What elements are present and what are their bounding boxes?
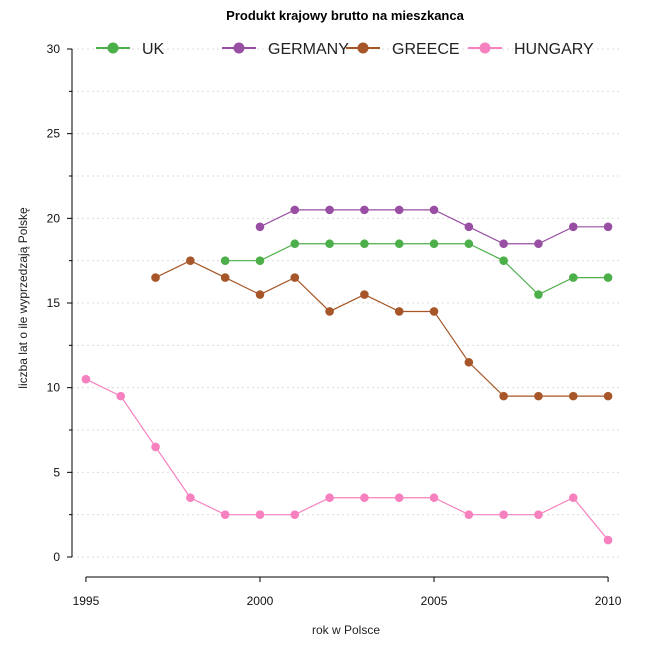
data-point-hungary (116, 391, 126, 401)
chart-title: Produkt krajowy brutto na mieszkanca (226, 8, 464, 23)
legend: UK GERMANY GREECE HUNGARY (96, 41, 594, 58)
y-axis-label: liczba lat o ile wyprzedzają Polskę (16, 207, 30, 389)
data-point-uk (255, 256, 265, 265)
legend-marker-germany (233, 42, 245, 54)
data-point-uk (325, 239, 334, 249)
data-point-greece (534, 391, 543, 401)
x-tick-label: 2010 (595, 594, 622, 608)
data-point-hungary (499, 510, 508, 519)
data-point-germany (534, 239, 543, 249)
data-point-uk (464, 239, 474, 249)
series-line-hungary (85, 378, 609, 541)
data-point-hungary (360, 493, 369, 503)
series-line-greece (155, 259, 609, 397)
data-point-germany (464, 222, 474, 232)
x-tick-label: 2000 (247, 594, 274, 608)
data-point-hungary (186, 493, 195, 503)
data-point-greece (603, 391, 613, 401)
data-point-uk (290, 239, 300, 249)
data-point-germany (499, 239, 508, 249)
data-point-germany (325, 205, 334, 215)
legend-label-germany: GERMANY (268, 41, 349, 58)
data-point-hungary (603, 535, 613, 545)
legend-marker-uk (107, 42, 119, 54)
y-tick-label: 5 (53, 465, 60, 479)
x-axis-label: rok w Polsce (312, 623, 380, 637)
legend-label-greece: GREECE (392, 41, 460, 58)
data-point-greece (464, 357, 474, 367)
data-point-uk (499, 256, 508, 265)
data-point-germany (429, 205, 439, 215)
series-line-germany (259, 209, 609, 245)
y-tick-label: 10 (47, 381, 61, 395)
series-line-uk (225, 243, 609, 296)
data-point-uk (429, 239, 439, 249)
y-tick-label: 15 (47, 296, 61, 310)
y-tick-label: 0 (53, 550, 60, 564)
data-point-greece (290, 273, 300, 282)
y-tick-label: 30 (47, 42, 61, 56)
data-point-hungary (255, 510, 265, 519)
legend-marker-greece (357, 42, 369, 54)
data-point-greece (429, 307, 439, 316)
data-point-hungary (568, 493, 578, 503)
data-point-hungary (394, 493, 404, 503)
data-point-hungary (290, 510, 300, 519)
data-point-germany (568, 222, 578, 232)
data-point-uk (603, 273, 613, 282)
data-point-uk (534, 290, 543, 299)
data-point-germany (603, 222, 613, 232)
data-point-uk (220, 256, 230, 265)
data-point-germany (255, 222, 265, 232)
data-point-hungary (534, 510, 543, 519)
data-point-greece (325, 307, 334, 316)
data-point-uk (568, 273, 578, 282)
data-point-hungary (220, 510, 230, 519)
x-tick-label: 1995 (73, 594, 100, 608)
data-point-greece (151, 273, 160, 282)
data-point-hungary (81, 374, 91, 384)
data-point-greece (360, 290, 369, 299)
legend-marker-hungary (479, 42, 491, 54)
data-point-greece (394, 307, 404, 316)
data-point-greece (499, 391, 508, 401)
data-point-hungary (464, 510, 474, 519)
legend-label-hungary: HUNGARY (514, 41, 594, 58)
data-point-germany (290, 205, 300, 215)
data-point-greece (220, 273, 230, 282)
x-tick-label: 2005 (421, 594, 448, 608)
y-tick-label: 20 (47, 211, 61, 225)
y-tick-label: 25 (47, 127, 61, 141)
data-point-uk (360, 239, 369, 249)
data-point-hungary (325, 493, 334, 503)
data-point-germany (394, 205, 404, 215)
data-point-hungary (151, 442, 160, 452)
data-point-greece (568, 391, 578, 401)
data-point-hungary (429, 493, 439, 503)
data-point-greece (186, 256, 195, 265)
data-point-germany (360, 205, 369, 215)
axes: 0 5 10 15 20 25 30 1995 2000 2005 2010 (47, 42, 622, 608)
data-point-uk (394, 239, 404, 249)
series-group (81, 205, 613, 545)
data-point-greece (255, 290, 265, 299)
legend-label-uk: UK (142, 41, 165, 58)
